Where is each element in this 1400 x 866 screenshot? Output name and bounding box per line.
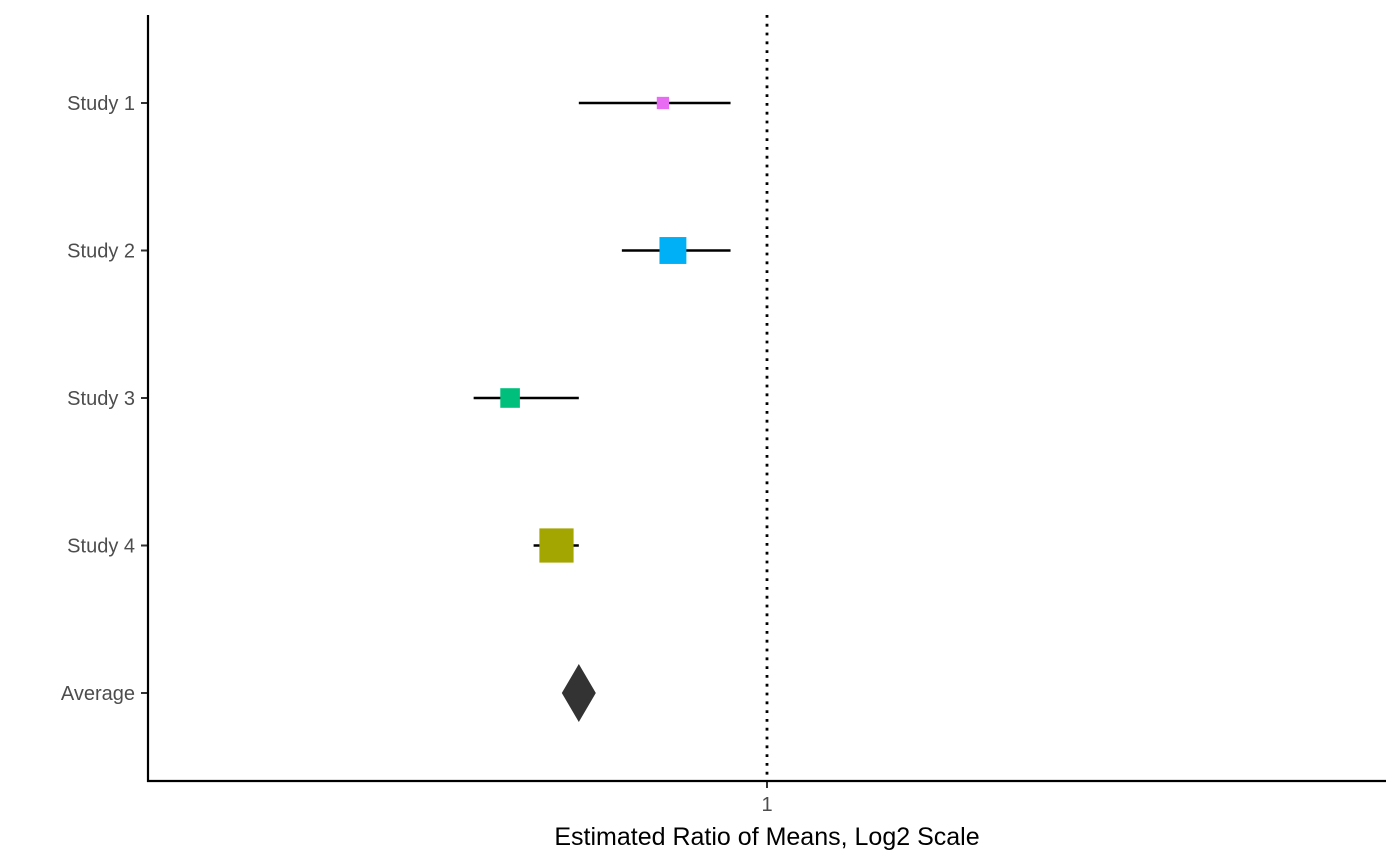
y-tick-label: Study 2 — [67, 241, 135, 263]
y-tick-label: Study 1 — [67, 93, 135, 115]
x-axis-title: Estimated Ratio of Means, Log2 Scale — [554, 823, 979, 851]
estimate-square — [659, 237, 687, 264]
y-tick-label: Study 4 — [67, 536, 135, 558]
x-tick-label: 1 — [761, 794, 772, 816]
y-tick-label: Study 3 — [67, 388, 135, 410]
plot-marks: 1 Study 1 Study 2 Study 3 Study 4 Average — [61, 15, 773, 816]
estimate-square — [500, 388, 520, 408]
summary-diamond — [561, 664, 596, 722]
y-tick-label: Average — [61, 683, 135, 705]
estimate-square — [539, 528, 574, 563]
estimate-square — [656, 96, 670, 110]
